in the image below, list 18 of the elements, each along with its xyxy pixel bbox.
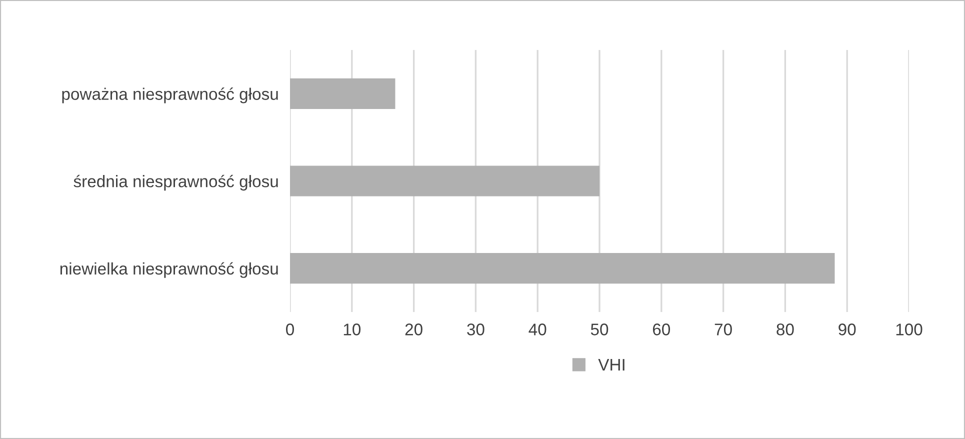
x-tick-label: 80 <box>776 324 794 336</box>
bar <box>290 78 396 109</box>
y-tick-label: niewielka niesprawność głosu <box>60 262 278 278</box>
y-tick-label: poważna niesprawność głosu <box>62 88 278 104</box>
bar <box>290 166 600 196</box>
x-tick-label: 90 <box>838 324 856 336</box>
x-tick-label: 100 <box>896 324 922 336</box>
x-tick-label: 0 <box>286 324 294 336</box>
x-tick-label: 60 <box>652 324 670 336</box>
x-tick-label: 10 <box>344 324 361 336</box>
x-tick-label: 30 <box>467 324 484 336</box>
x-tick-label: 40 <box>528 324 546 336</box>
bar <box>290 253 835 284</box>
legend-label: VHI <box>598 359 624 371</box>
x-tick-label: 70 <box>714 324 732 336</box>
x-tick-label: 50 <box>590 324 608 336</box>
y-tick-label: średnia niesprawność głosu <box>74 174 278 191</box>
x-tick-label: 20 <box>405 324 422 336</box>
